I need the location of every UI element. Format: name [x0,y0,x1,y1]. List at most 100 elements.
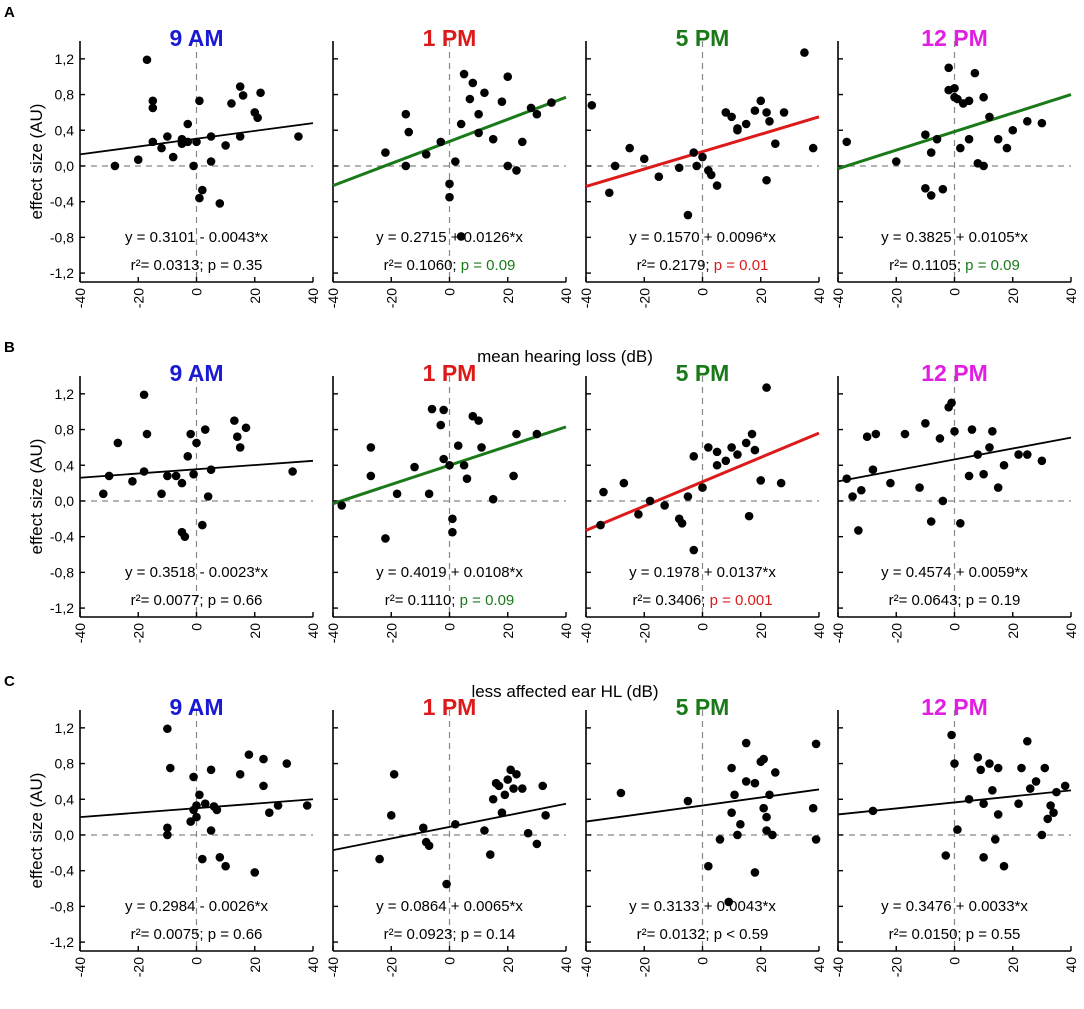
data-point [811,739,821,749]
panel-5-pm: -40 -20 0 20 40 5 PM y = 0.1978 + 0.0137*x r²= … [578,360,827,643]
data-point [938,496,948,506]
row-letter: B [4,339,15,356]
data-point [689,148,699,157]
data-point [195,790,204,800]
x-tick-label: 40 [558,288,574,304]
y-tick-label: -1,2 [50,934,74,950]
p-value: p = 0.66 [204,592,263,609]
data-point [206,465,216,475]
data-point [762,812,771,822]
x-tick-label: 20 [247,623,263,639]
data-point [985,443,994,452]
data-point [712,447,722,457]
r-squared: r²= 0.0077; [131,592,204,609]
r-squared: r²= 0.2179; [637,257,710,274]
data-point [721,456,731,466]
data-point [512,429,521,439]
x-tick-label: 20 [247,288,263,304]
regression-stats: r²= 0.1110; p = 0.09 [385,592,515,609]
data-point [250,868,260,877]
data-point [518,784,527,793]
data-point [747,429,757,439]
data-point [541,811,550,820]
x-tick-label: -20 [383,623,399,643]
data-point [967,425,977,434]
data-point [964,134,974,144]
data-point [1060,781,1070,791]
p-value: p = 0.001 [705,592,772,609]
data-point [186,817,195,826]
data-point [750,778,760,788]
x-tick-label: -20 [888,623,904,643]
regression-stats: r²= 0.0313; p = 0.35 [131,257,263,274]
data-point [921,183,930,193]
data-point [189,161,198,171]
data-point [256,88,265,98]
data-point [253,113,262,123]
x-tick-label: 40 [1063,957,1079,973]
x-tick-label: 20 [500,288,516,304]
data-point [512,769,521,779]
data-point [762,383,771,392]
data-point [488,794,498,804]
data-point [921,419,930,428]
data-point [386,811,396,820]
p-value: p = 0.09 [457,257,516,274]
data-point [337,501,347,510]
data-point [404,127,414,137]
p-value: p = 0.01 [710,257,769,274]
x-tick-label: 20 [753,288,769,304]
data-point [779,108,789,117]
data-point [1002,143,1012,153]
data-point [448,527,457,537]
data-point [733,124,742,133]
data-point [468,411,478,421]
data-point [459,460,469,470]
data-point [235,82,245,91]
x-tick-label: 20 [247,957,263,973]
x-tick-label: -20 [130,957,146,977]
y-tick-label: 1,2 [55,51,75,67]
regression-equation: y = 0.0864 + 0.0065*x [376,898,523,915]
data-point [497,808,507,817]
x-tick-label: 0 [189,957,205,965]
y-tick-label: -1,2 [50,265,74,281]
data-point [857,485,866,495]
x-tick-label: -20 [636,288,652,308]
data-point [944,63,953,73]
regression-equation: y = 0.2715 + 0.0126*x [376,229,523,246]
data-point [186,429,195,439]
data-point [727,763,736,773]
data-point [448,514,457,524]
regression-equation: y = 0.3518 - 0.0023*x [125,564,269,581]
data-point [1023,117,1032,126]
data-point [421,150,431,159]
data-point [854,526,863,535]
data-point [157,489,166,499]
data-point [979,469,988,479]
panel-12-pm: -40 -20 0 20 40 12 PM y = 0.4574 + 0.0059*x r²=… [830,360,1079,643]
data-point [762,108,771,117]
x-tick-label: -40 [578,288,594,308]
x-tick-label: 0 [695,623,711,631]
x-tick-label: -40 [325,957,341,977]
p-value: p = 0.66 [204,926,263,943]
data-point [139,390,149,400]
data-point [163,132,172,141]
data-point [401,161,411,171]
data-point [1049,808,1058,817]
p-value: p = 0.35 [204,257,263,274]
regression-line [585,788,820,823]
data-point [744,511,754,521]
data-point [926,148,936,157]
data-point [503,161,513,171]
data-point [99,489,108,499]
data-point [195,193,204,203]
panel-title: 9 AM [169,360,223,386]
data-point [523,828,533,838]
regression-stats: r²= 0.0923; p = 0.14 [384,926,516,943]
data-point [212,805,222,815]
r-squared: r²= 0.3406; [632,592,705,609]
y-tick-label: 0,4 [55,457,75,473]
data-point [741,438,751,448]
